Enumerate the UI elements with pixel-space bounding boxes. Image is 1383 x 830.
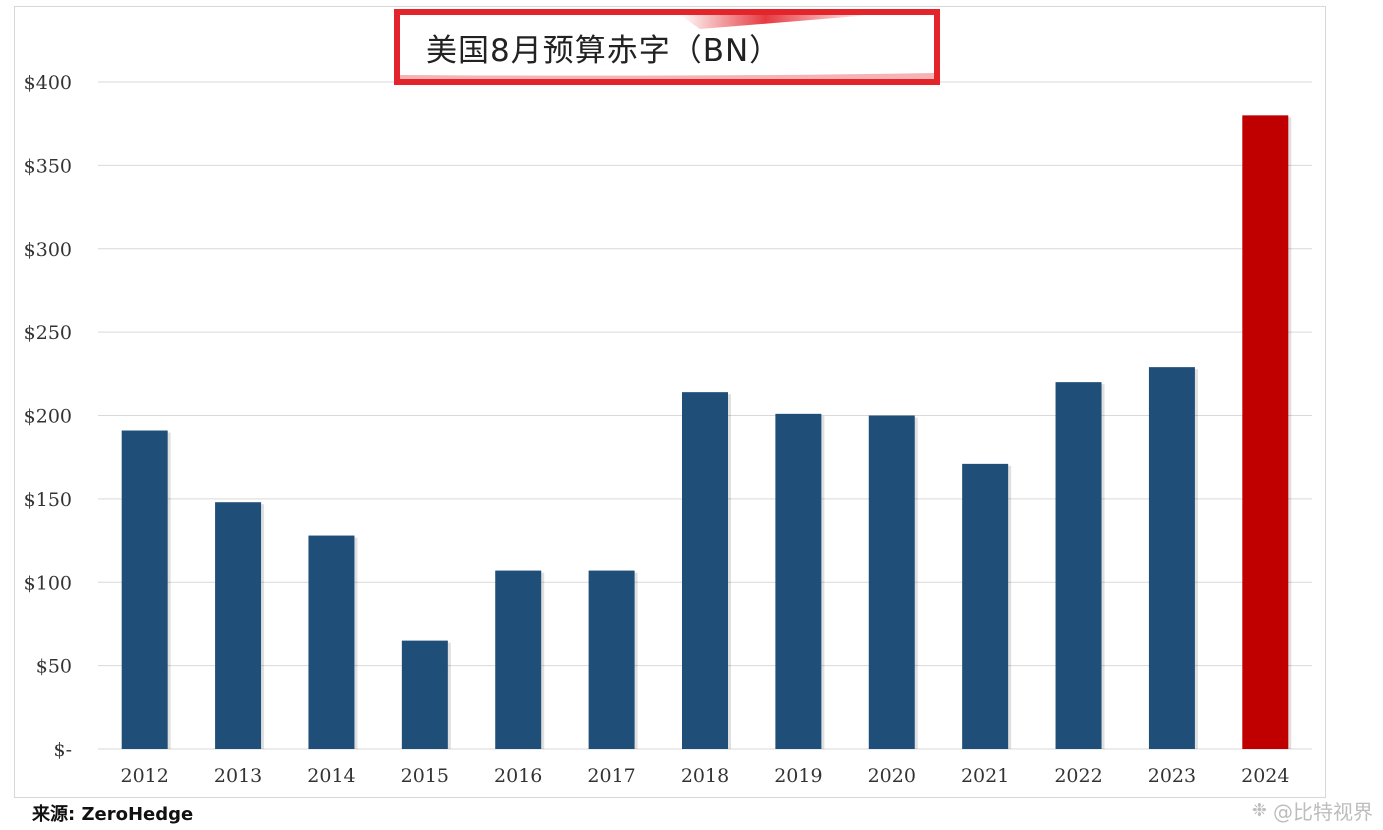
- y-tick-label: $150: [24, 489, 72, 511]
- x-tick-label: 2012: [121, 765, 169, 787]
- x-tick-label: 2014: [307, 765, 355, 787]
- bar-2012: [121, 430, 168, 749]
- y-tick-label: $350: [24, 155, 72, 177]
- bar-2022: [1055, 382, 1102, 749]
- bar-shadow-2014: [354, 537, 358, 749]
- bar-2017: [588, 570, 635, 749]
- y-tick-label: $100: [24, 572, 72, 594]
- x-tick-label: 2024: [1241, 765, 1289, 787]
- bar-2015: [401, 640, 448, 749]
- bar-shadow-2018: [728, 394, 731, 749]
- bar-shadow-2023: [1194, 369, 1198, 749]
- bar-shadow-2024: [1288, 117, 1292, 750]
- y-tick-label: $400: [24, 72, 72, 94]
- x-tick-label: 2020: [868, 765, 916, 787]
- bar-2020: [868, 415, 915, 749]
- y-axis-ticks: $- $50 $100 $150 $200 $250 $300 $350 $400: [24, 72, 72, 761]
- x-tick-label: 2017: [587, 765, 635, 787]
- bar-2021: [962, 463, 1009, 749]
- x-tick-label: 2013: [214, 765, 262, 787]
- bar-2014: [308, 535, 355, 749]
- bar-shadow-2021: [1008, 465, 1012, 749]
- bar-shadow-2019: [821, 415, 825, 749]
- x-tick-label: 2019: [774, 765, 822, 787]
- y-tick-label: $-: [53, 739, 72, 761]
- bar-2013: [215, 502, 262, 749]
- watermark: ❉ @比特视界: [1252, 796, 1373, 825]
- y-tick-label: $300: [24, 239, 72, 261]
- x-axis-ticks: 2012 2013 2014 2015 2016 2017 2018 2019 2020 2021…: [121, 765, 1290, 787]
- bar-2024: [1242, 115, 1289, 750]
- x-tick-label: 2021: [961, 765, 1009, 787]
- y-tick-label: $200: [24, 406, 72, 428]
- x-tick-label: 2022: [1054, 765, 1102, 787]
- bar-2018: [682, 392, 728, 749]
- x-tick-label: 2023: [1148, 765, 1196, 787]
- watermark-text: @比特视界: [1273, 800, 1373, 824]
- bars: [121, 115, 1292, 750]
- bar-2019: [775, 413, 822, 749]
- x-tick-label: 2016: [494, 765, 542, 787]
- x-tick-label: 2018: [681, 765, 729, 787]
- title-swoosh-decoration: [400, 15, 934, 79]
- source-note: 来源: ZeroHedge: [32, 804, 194, 825]
- x-tick-label: 2015: [401, 765, 449, 787]
- chart-title-box: 美国8月预算赤字（BN）: [394, 9, 940, 85]
- bar-shadow-2016: [541, 572, 545, 749]
- bar-shadow-2012: [167, 432, 171, 749]
- y-tick-label: $250: [24, 322, 72, 344]
- wechat-icon: ❉: [1251, 800, 1267, 821]
- bar-shadow-2015: [447, 642, 451, 749]
- bar-shadow-2013: [261, 504, 265, 749]
- chart-title: 美国8月预算赤字（BN）: [426, 33, 782, 69]
- bar-2016: [495, 570, 542, 749]
- bar-shadow-2020: [914, 417, 918, 749]
- y-tick-label: $50: [36, 656, 72, 678]
- bar-shadow-2022: [1101, 384, 1105, 749]
- bar-2023: [1148, 367, 1195, 749]
- bar-shadow-2017: [634, 572, 638, 749]
